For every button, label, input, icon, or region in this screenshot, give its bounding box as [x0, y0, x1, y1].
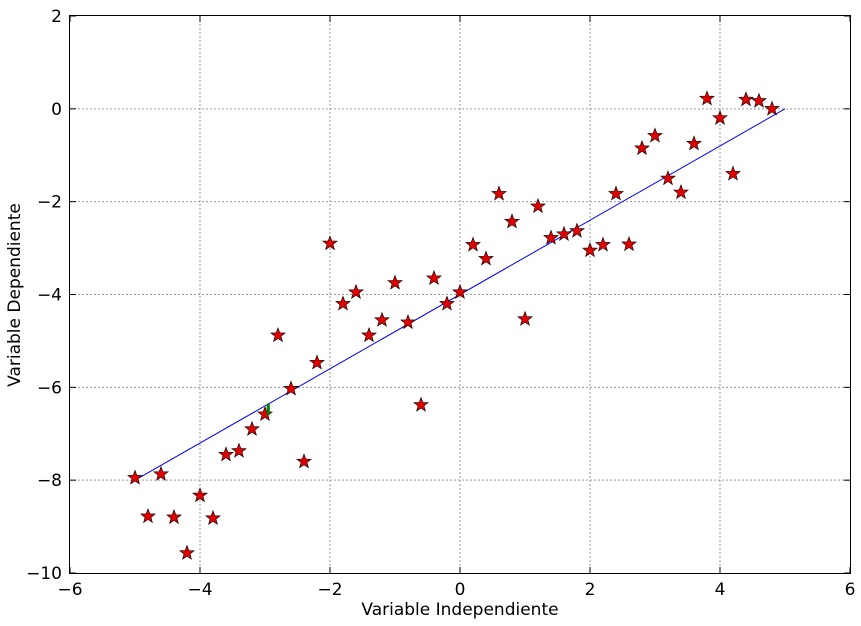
data-point-star	[361, 326, 377, 343]
data-point-star	[374, 311, 390, 327]
data-points	[127, 90, 780, 560]
plot-frame	[69, 15, 851, 574]
y-tick-label: 0	[51, 100, 62, 120]
data-point-star	[257, 405, 273, 422]
data-point-star	[231, 442, 247, 458]
y-axis-label: Variable Dependiente	[5, 203, 25, 387]
x-tick-label: −6	[57, 580, 82, 600]
data-point-star	[608, 185, 624, 201]
y-tick-label: −4	[37, 286, 62, 306]
data-point-star	[166, 508, 182, 525]
data-point-star	[465, 236, 481, 252]
grid	[70, 16, 850, 573]
data-point-star	[504, 213, 520, 229]
data-point-star	[192, 487, 208, 503]
data-point-star	[205, 509, 221, 526]
x-tick-label: 6	[845, 580, 856, 600]
data-point-star	[244, 420, 260, 436]
data-point-star	[673, 184, 689, 200]
data-point-star	[218, 446, 234, 462]
data-point-star	[296, 453, 312, 469]
data-point-star	[543, 229, 559, 245]
data-point-star	[426, 269, 442, 286]
x-tick-label: −2	[317, 580, 342, 600]
data-point-star	[309, 354, 325, 370]
data-point-star	[387, 274, 403, 290]
data-point-star	[725, 165, 741, 181]
data-point-star	[452, 283, 468, 299]
data-point-star	[491, 185, 507, 201]
data-point-star	[738, 91, 754, 107]
data-point-star	[582, 242, 598, 258]
data-point-star	[660, 170, 676, 186]
x-tick-label: 0	[455, 580, 466, 600]
data-point-star	[764, 100, 780, 116]
data-point-star	[530, 197, 546, 214]
x-axis-label: Variable Independiente	[361, 600, 558, 620]
data-point-star	[712, 109, 728, 125]
data-point-star	[439, 295, 455, 311]
y-tick-label: −8	[37, 471, 62, 491]
data-point-star	[400, 313, 416, 330]
data-point-star	[569, 222, 585, 238]
data-point-star	[595, 236, 611, 252]
data-point-star	[556, 225, 572, 241]
data-point-star	[140, 507, 156, 524]
data-point-star	[283, 380, 299, 396]
data-point-star	[751, 92, 767, 108]
data-point-star	[478, 250, 494, 266]
x-tick-label: −4	[187, 580, 212, 600]
data-point-star	[179, 544, 195, 560]
data-point-star	[621, 235, 637, 252]
data-point-star	[270, 326, 286, 343]
data-point-star	[322, 235, 338, 251]
y-tick-label: −2	[37, 193, 62, 213]
data-point-star	[647, 127, 663, 143]
data-point-star	[127, 469, 143, 485]
data-point-star	[335, 295, 351, 311]
x-tick-label: 2	[585, 580, 596, 600]
tick-labels: −6 −4 −2 0 2 4 6 −10 −8 −6 −4 −2 0 2	[26, 7, 855, 600]
data-point-star	[634, 139, 650, 156]
y-tick-label: −10	[26, 564, 62, 584]
x-tick-label: 4	[715, 580, 726, 600]
data-point-star	[517, 310, 533, 326]
data-point-star	[686, 135, 702, 151]
y-tick-label: −6	[37, 378, 62, 398]
data-point-star	[413, 396, 429, 412]
data-point-star	[699, 90, 715, 106]
data-point-star	[348, 283, 364, 299]
y-tick-label: 2	[51, 7, 62, 27]
data-point-star	[153, 465, 169, 481]
